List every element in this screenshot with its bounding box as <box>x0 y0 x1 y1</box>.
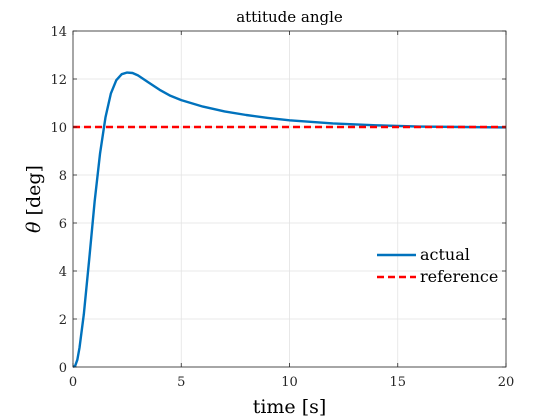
x-tick-label: 5 <box>177 375 185 390</box>
legend-label-actual: actual <box>420 245 470 264</box>
series-line-actual <box>72 71 507 369</box>
legend-label-reference: reference <box>420 267 498 286</box>
y-axis-unit: [deg] <box>23 165 45 215</box>
y-tick-label: 10 <box>50 121 67 136</box>
x-tick-label: 20 <box>498 375 515 390</box>
y-tick-label: 0 <box>59 361 67 376</box>
x-axis-label: time [s] <box>253 396 327 418</box>
y-tick-label: 12 <box>50 73 67 88</box>
series-layer <box>72 71 507 369</box>
y-tick-label: 8 <box>59 169 67 184</box>
y-tick-label: 14 <box>50 25 67 40</box>
tick-labels: 0 5 10 15 20 0 2 4 6 8 10 12 14 <box>50 25 514 390</box>
x-tick-label: 0 <box>69 375 77 390</box>
legend: actual reference <box>377 245 498 286</box>
y-axis-symbol: θ <box>23 221 45 233</box>
y-tick-label: 6 <box>59 217 67 232</box>
chart-title: attitude angle <box>236 8 343 26</box>
x-tick-label: 15 <box>389 375 406 390</box>
y-tick-label: 2 <box>59 313 67 328</box>
y-tick-label: 4 <box>59 265 67 280</box>
tick-marks <box>72 30 507 368</box>
x-tick-label: 10 <box>281 375 298 390</box>
y-axis-label: θ [deg] <box>23 165 45 233</box>
